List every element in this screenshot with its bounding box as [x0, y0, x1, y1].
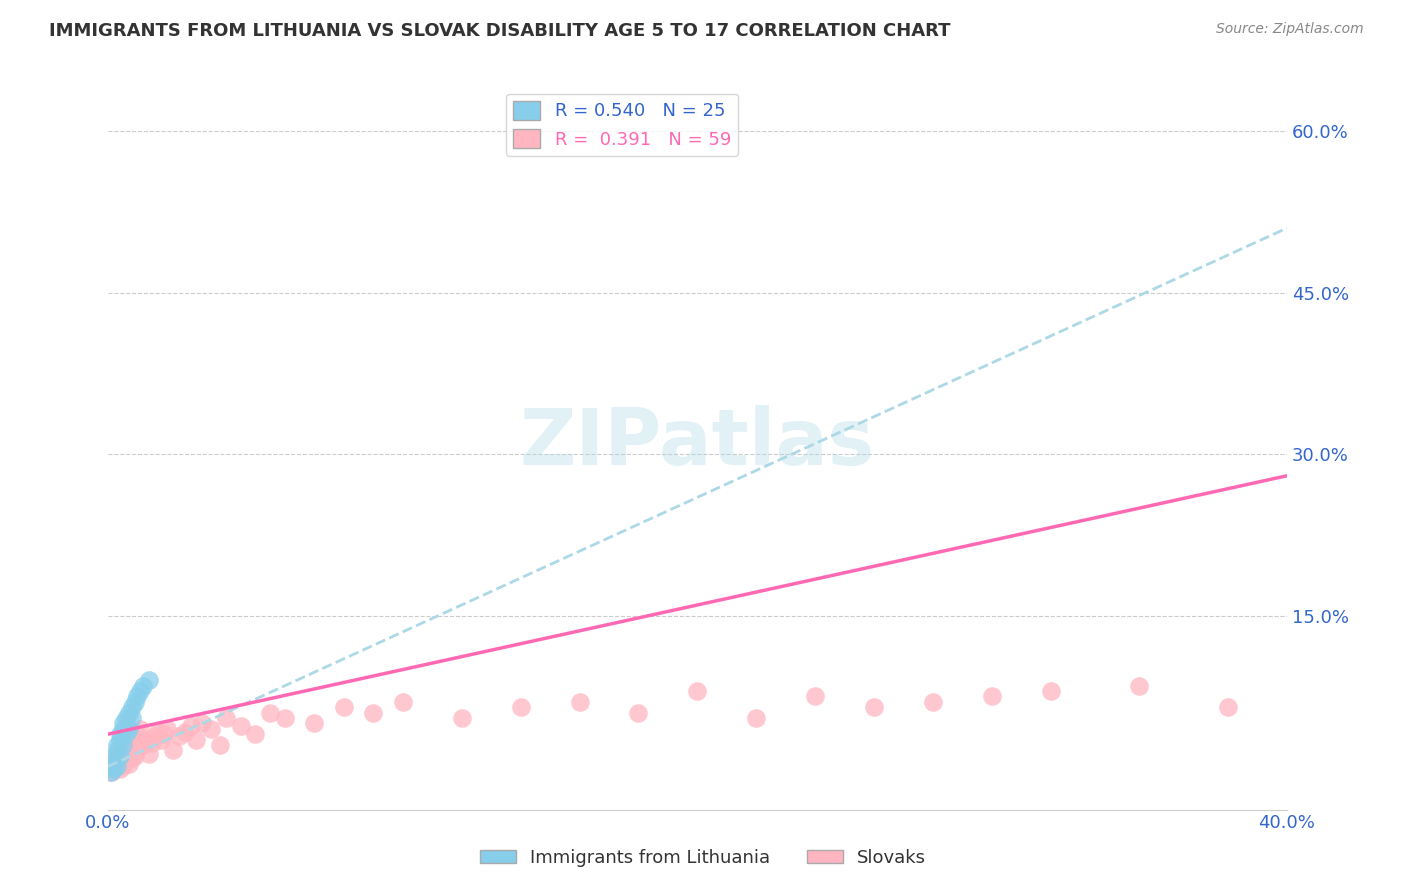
Point [229, 718, 252, 732]
Point [156, 722, 179, 736]
Point [745, 711, 768, 725]
Point [129, 722, 152, 736]
Point [114, 747, 136, 761]
Point [191, 716, 214, 731]
Point [208, 738, 231, 752]
Point [111, 716, 134, 731]
Point [103, 762, 125, 776]
Point [304, 716, 326, 731]
Point [215, 711, 238, 725]
Point [105, 748, 128, 763]
Point [135, 732, 157, 747]
Point [100, 764, 122, 779]
Point [179, 718, 201, 732]
Point [162, 743, 184, 757]
Point [245, 727, 267, 741]
Point [127, 727, 149, 741]
Text: IMMIGRANTS FROM LITHUANIA VS SLOVAK DISABILITY AGE 5 TO 17 CORRELATION CHART: IMMIGRANTS FROM LITHUANIA VS SLOVAK DISA… [49, 22, 950, 40]
Point [117, 757, 139, 772]
Point [127, 743, 149, 757]
Point [274, 711, 297, 725]
Point [103, 754, 125, 768]
Point [1216, 700, 1239, 714]
Point [108, 748, 131, 763]
Point [111, 738, 134, 752]
Point [111, 751, 134, 765]
Point [124, 748, 146, 763]
Point [186, 732, 208, 747]
Point [686, 684, 709, 698]
Point [259, 706, 281, 720]
Point [114, 711, 136, 725]
Point [105, 759, 128, 773]
Point [105, 738, 128, 752]
Point [138, 747, 160, 761]
Point [1040, 684, 1063, 698]
Point [173, 725, 195, 739]
Point [105, 754, 128, 768]
Point [121, 700, 143, 714]
Point [108, 732, 131, 747]
Point [200, 722, 222, 736]
Point [108, 762, 131, 776]
Point [124, 695, 146, 709]
Point [100, 759, 122, 773]
Point [100, 764, 122, 779]
Point [105, 743, 128, 757]
Point [117, 722, 139, 736]
Point [121, 738, 143, 752]
Point [922, 695, 945, 709]
Point [332, 700, 354, 714]
Point [124, 732, 146, 747]
Point [361, 706, 384, 720]
Point [143, 729, 166, 743]
Text: Source: ZipAtlas.com: Source: ZipAtlas.com [1216, 22, 1364, 37]
Point [863, 700, 886, 714]
Point [121, 751, 143, 765]
Point [111, 759, 134, 773]
Point [804, 690, 827, 704]
Point [121, 711, 143, 725]
Point [108, 727, 131, 741]
Point [127, 690, 149, 704]
Point [146, 725, 169, 739]
Point [627, 706, 650, 720]
Point [153, 727, 176, 741]
Point [129, 684, 152, 698]
Text: ZIPatlas: ZIPatlas [520, 406, 875, 482]
Point [138, 673, 160, 688]
Point [450, 711, 472, 725]
Point [391, 695, 413, 709]
Point [150, 732, 173, 747]
Legend: Immigrants from Lithuania, Slovaks: Immigrants from Lithuania, Slovaks [472, 842, 934, 874]
Point [103, 748, 125, 763]
Point [132, 738, 155, 752]
Point [167, 729, 190, 743]
Point [103, 759, 125, 773]
Point [103, 762, 125, 776]
Point [132, 679, 155, 693]
Point [114, 727, 136, 741]
Point [111, 722, 134, 736]
Point [568, 695, 591, 709]
Point [1128, 679, 1150, 693]
Point [117, 743, 139, 757]
Point [114, 754, 136, 768]
Legend: R = 0.540   N = 25, R =  0.391   N = 59: R = 0.540 N = 25, R = 0.391 N = 59 [506, 94, 738, 156]
Point [108, 757, 131, 772]
Point [141, 736, 163, 750]
Point [509, 700, 531, 714]
Point [981, 690, 1004, 704]
Point [117, 706, 139, 720]
